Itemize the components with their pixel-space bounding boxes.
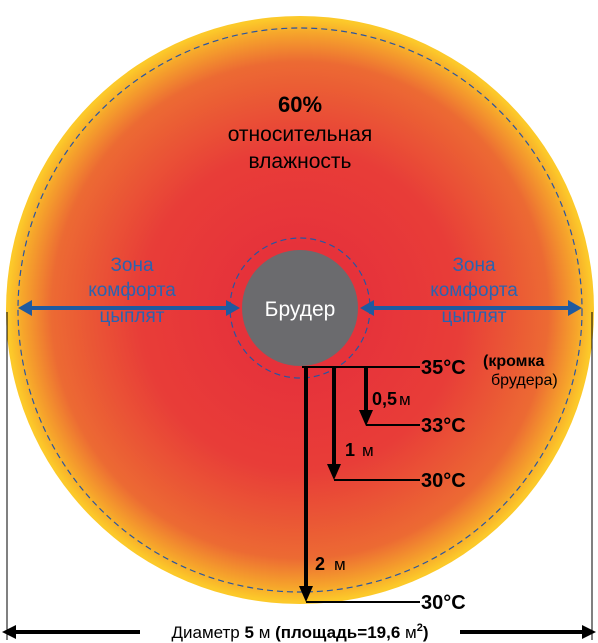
humidity-value: 60% (278, 92, 322, 117)
temp-05m: 33°C (421, 415, 466, 437)
dist-2-value: 2 (315, 554, 325, 574)
outer-dashed-ring (17, 27, 583, 593)
comfort-zone-right-3: цыплят (442, 306, 507, 327)
dist-1-value: 1 (345, 440, 355, 460)
temp-2m: 30°C (421, 592, 466, 614)
comfort-zone-left-1: Зона (110, 255, 154, 276)
comfort-zone-left-3: цыплят (100, 306, 165, 327)
diameter-label: Диаметр 5 м (площадь=19,6 м2) (171, 622, 428, 642)
temp-edge: 35°C (421, 357, 466, 379)
comfort-zone-left-2: комфорта (88, 280, 176, 301)
dist-1-unit: м (362, 441, 374, 460)
brooder (242, 250, 358, 366)
comfort-zone-right-2: комфорта (430, 280, 518, 301)
dist-05-unit: м (399, 390, 411, 409)
dist-05-value: 0,5 (372, 389, 397, 409)
temp-edge-note-2: брудера) (491, 372, 558, 389)
dist-2-unit: м (334, 555, 346, 574)
humidity-label-1: относительная (228, 123, 373, 146)
diameter-indicator (2, 312, 596, 640)
humidity-label-2: влажность (249, 150, 352, 173)
comfort-arrow-left (18, 300, 240, 316)
comfort-arrow-right (360, 300, 582, 316)
temp-1m: 30°C (421, 470, 466, 492)
temp-edge-note-1: (кромка (483, 353, 545, 370)
measurement-lines (299, 366, 420, 603)
brooder-label: Брудер (265, 298, 336, 321)
comfort-zone-right-1: Зона (452, 255, 496, 276)
